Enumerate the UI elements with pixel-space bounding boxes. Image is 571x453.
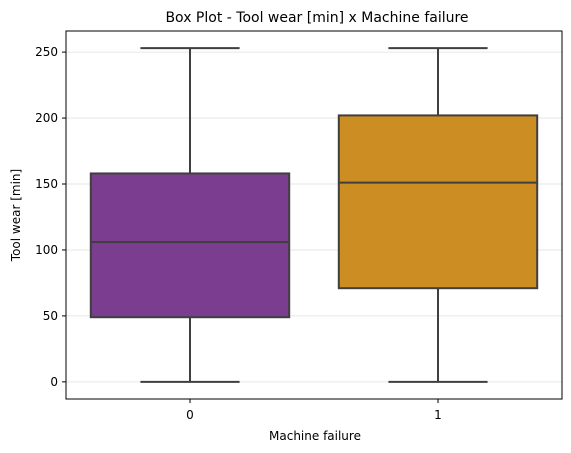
plot-frame <box>65 30 563 400</box>
y-tick-label: 250 <box>35 45 58 59</box>
x-tick-label: 0 <box>186 408 194 422</box>
box-iqr <box>89 172 291 319</box>
y-tick-label: 150 <box>35 177 58 191</box>
boxes <box>89 47 539 383</box>
y-axis-label: Tool wear [min] <box>9 169 23 262</box>
box-iqr <box>337 114 539 290</box>
x-axis-label: Machine failure <box>269 429 361 443</box>
x-tick-label: 1 <box>434 408 442 422</box>
box-group-0 <box>89 47 291 383</box>
y-tick-label: 0 <box>50 375 58 389</box>
box-group-1 <box>337 47 539 383</box>
y-tick-label: 50 <box>43 309 58 323</box>
y-tick-label: 200 <box>35 111 58 125</box>
y-tick-label: 100 <box>35 243 58 257</box>
y-ticks: 0 50 100 150 200 250 <box>35 45 66 389</box>
chart-title: Box Plot - Tool wear [min] x Machine fai… <box>165 10 468 26</box>
